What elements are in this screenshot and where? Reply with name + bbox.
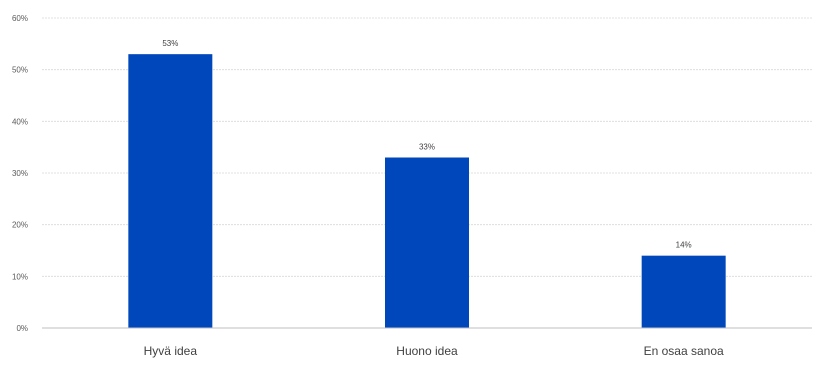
y-tick-label: 60% bbox=[12, 14, 28, 23]
data-label: 53% bbox=[162, 39, 178, 48]
y-tick-label: 10% bbox=[12, 272, 28, 281]
y-tick-label: 0% bbox=[16, 324, 28, 333]
bar bbox=[385, 157, 469, 328]
bar bbox=[128, 54, 213, 329]
y-tick-label: 50% bbox=[12, 66, 28, 75]
y-axis-tick-labels: 0% 10% 20% 30% 40% 50% 60% bbox=[12, 14, 28, 333]
data-labels: 53% 33% 14% bbox=[162, 39, 691, 250]
data-label: 14% bbox=[676, 241, 692, 250]
x-category-label: Hyvä idea bbox=[144, 344, 198, 358]
x-category-label: Huono idea bbox=[396, 344, 458, 358]
x-category-label: En osaa sanoa bbox=[644, 344, 724, 358]
bar bbox=[641, 255, 726, 328]
y-tick-label: 20% bbox=[12, 221, 28, 230]
y-tick-label: 30% bbox=[12, 169, 28, 178]
y-tick-label: 40% bbox=[12, 117, 28, 126]
x-axis-category-labels: Hyvä idea Huono idea En osaa sanoa bbox=[144, 344, 724, 358]
data-label: 33% bbox=[419, 143, 435, 152]
bars bbox=[128, 54, 726, 329]
